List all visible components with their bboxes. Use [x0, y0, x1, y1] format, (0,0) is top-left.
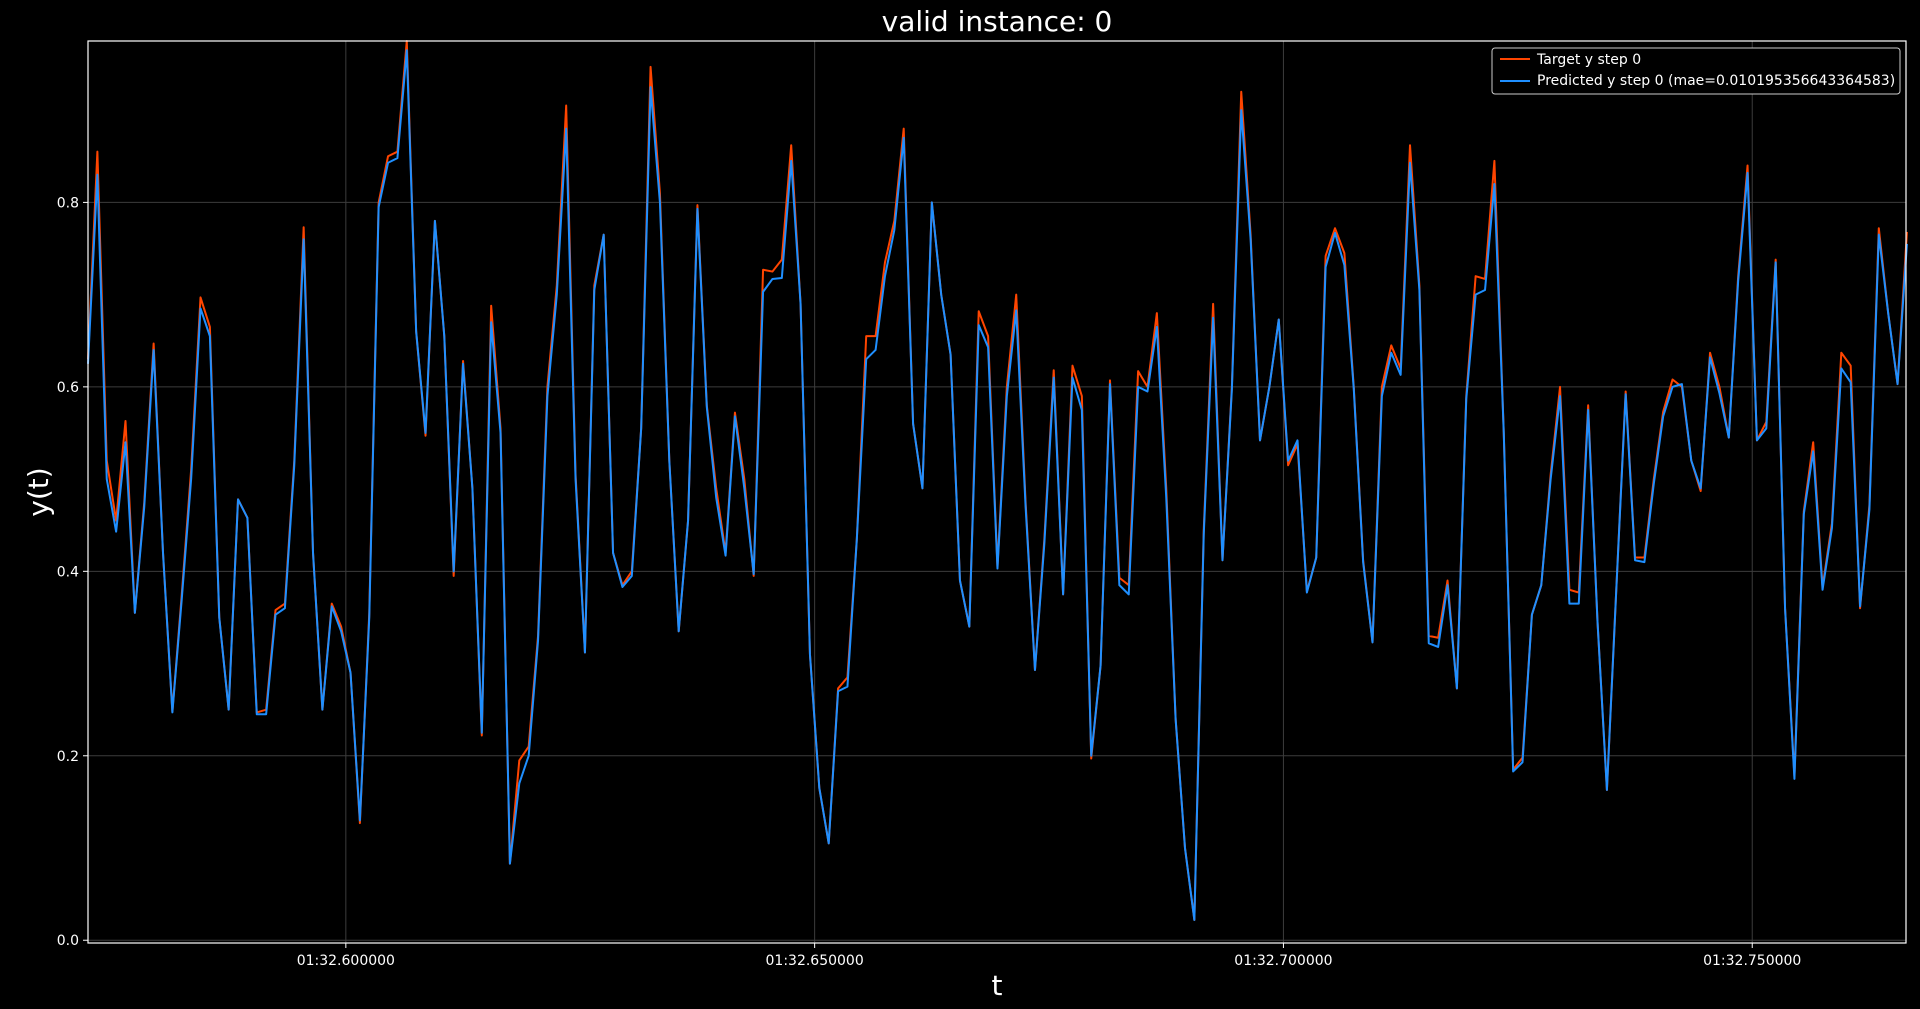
y-axis-ticks: 0.0 0.2 0.4 0.6 0.8	[57, 195, 88, 949]
x-axis-ticks: 01:32.600000 01:32.650000 01:32.700000 01:3…	[297, 943, 1801, 969]
grid-lines	[88, 41, 1906, 943]
x-tick-label: 01:32.650000	[766, 953, 864, 969]
x-tick-label: 01:32.600000	[297, 953, 395, 969]
x-axis-label: t	[992, 969, 1003, 1002]
series-lines	[87, 40, 1908, 921]
y-tick-label: 0.2	[57, 749, 79, 765]
legend-box	[1491, 47, 1901, 95]
y-tick-label: 0.0	[57, 933, 79, 949]
x-tick-label: 01:32.700000	[1234, 953, 1332, 969]
y-axis-label: y(t)	[22, 467, 55, 516]
legend-label-predicted: Predicted y step 0 (mae=0.01019535664336…	[1537, 73, 1895, 89]
predicted-series-line	[87, 49, 1908, 921]
y-tick-label: 0.4	[57, 564, 79, 580]
plot-area-frame	[87, 40, 1907, 944]
legend-label-target: Target y step 0	[1536, 52, 1641, 68]
y-tick-label: 0.8	[57, 195, 79, 211]
legend: Target y step 0 Predicted y step 0 (mae=…	[1491, 47, 1901, 95]
x-tick-label: 01:32.750000	[1703, 953, 1801, 969]
y-tick-label: 0.6	[57, 380, 79, 396]
chart-title: valid instance: 0	[882, 5, 1113, 38]
